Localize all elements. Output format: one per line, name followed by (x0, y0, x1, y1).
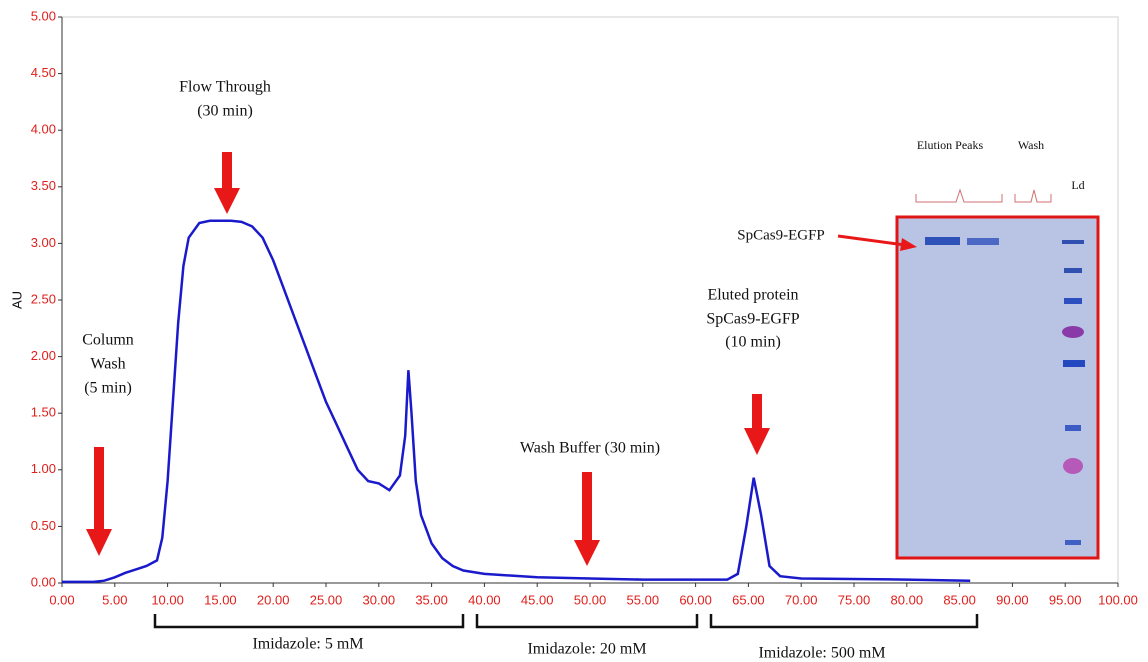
inset-label: Ld (1071, 178, 1084, 192)
annotation: (30 min) (197, 103, 253, 120)
y-tick-label: 4.50 (31, 65, 56, 80)
x-tick-label: 90.00 (996, 592, 1029, 607)
inset-label: Wash (1018, 138, 1044, 152)
x-tick-label: 35.00 (415, 592, 448, 607)
y-tick-label: 2.00 (31, 348, 56, 363)
x-tick-label: 50.00 (574, 592, 607, 607)
annotation: Flow Through (179, 79, 271, 96)
y-tick-label: 1.50 (31, 405, 56, 420)
x-tick-label: 65.00 (732, 592, 765, 607)
y-tick-label: 5.00 (31, 8, 56, 23)
annotation: (10 min) (725, 334, 781, 351)
brackets (153, 614, 979, 629)
y-tick-label: 0.00 (31, 574, 56, 589)
band-label: SpCas9-EGFP (737, 227, 825, 243)
bracket-label: Imidazole: 5 mM (252, 636, 363, 653)
x-tick-label: 80.00 (891, 592, 924, 607)
y-tick-label: 4.00 (31, 122, 56, 137)
inset-label: Elution Peaks (917, 138, 984, 152)
y-axis-label: AU (9, 291, 24, 309)
gel-inset (837, 188, 1100, 560)
x-tick-label: 20.00 (257, 592, 290, 607)
x-tick-label: 70.00 (785, 592, 818, 607)
x-tick-label: 45.00 (521, 592, 554, 607)
annotation: Column (82, 332, 134, 349)
x-tick-label: 60.00 (679, 592, 712, 607)
x-tick-label: 95.00 (1049, 592, 1082, 607)
x-tick-label: 55.00 (627, 592, 660, 607)
x-tick-label: 0.00 (49, 592, 74, 607)
annotation: SpCas9-EGFP (706, 311, 799, 328)
x-tick-label: 100.00 (1098, 592, 1138, 607)
x-tick-label: 85.00 (943, 592, 976, 607)
y-tick-label: 1.00 (31, 461, 56, 476)
y-tick-label: 3.50 (31, 178, 56, 193)
arrows (86, 152, 770, 566)
bracket-label: Imidazole: 20 mM (527, 641, 646, 658)
x-tick-label: 10.00 (151, 592, 184, 607)
y-tick-label: 3.00 (31, 235, 56, 250)
data-line (62, 219, 971, 584)
annotation: Wash (90, 356, 125, 373)
x-tick-label: 15.00 (204, 592, 237, 607)
bracket-label: Imidazole: 500 mM (758, 645, 885, 662)
annotation: (5 min) (84, 380, 132, 397)
x-tick-label: 30.00 (363, 592, 396, 607)
x-tick-label: 40.00 (468, 592, 501, 607)
x-tick-label: 75.00 (838, 592, 871, 607)
x-tick-label: 5.00 (102, 592, 127, 607)
x-tick-label: 25.00 (310, 592, 343, 607)
annotation: Eluted protein (707, 287, 798, 304)
y-tick-label: 2.50 (31, 291, 56, 306)
annotation: Wash Buffer (30 min) (520, 440, 660, 457)
y-tick-label: 0.50 (31, 518, 56, 533)
